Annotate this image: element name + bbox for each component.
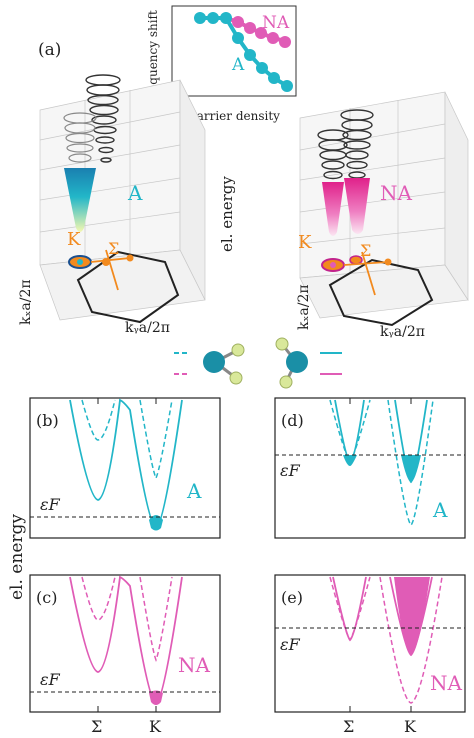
left-k-label: K: [67, 229, 81, 250]
xtick-k-right: K: [404, 717, 417, 736]
inset-na-point: [279, 36, 291, 48]
molecule-center-atom-2: [286, 351, 308, 373]
inset-a-point: [281, 80, 293, 92]
inset-a-point: [256, 62, 268, 74]
molecule-legend: [174, 337, 342, 389]
inset-ylabel: frequency shift: [146, 10, 160, 102]
panel-e-fermi: εF: [280, 635, 301, 654]
molecule-center-atom: [203, 351, 225, 373]
panel-d-fermi: εF: [280, 461, 301, 480]
hexagon-right: [328, 258, 434, 327]
panel-b-fill: [149, 515, 163, 531]
inset-a-label: A: [231, 55, 245, 75]
panel-c-fill: [149, 690, 163, 705]
right-xaxis-label: kₓa/2π: [296, 284, 312, 330]
el-energy-3d-label: el. energy: [218, 176, 236, 252]
inset-a-point: [220, 12, 232, 24]
inset-a-point: [244, 49, 256, 61]
xtick-k-left: K: [149, 717, 162, 736]
xtick-sigma-left: Σ: [91, 717, 102, 736]
inset-a-point: [232, 32, 244, 44]
cone-na-fill-2: [322, 182, 344, 236]
right-k-label: K: [298, 232, 312, 253]
right-na-label: NA: [380, 181, 413, 205]
back-wall-left: [39, 79, 181, 266]
left-yaxis-label: kᵧa/2π: [125, 320, 170, 336]
cone-na-fill: [344, 178, 370, 234]
inset-na-label: NA: [262, 13, 290, 33]
panel-c-label: (c): [36, 588, 57, 607]
box3d-right: [299, 91, 469, 319]
cone-a-fill: [64, 168, 96, 232]
panel-b: (b) εF A: [29, 397, 221, 539]
inset-na-point: [244, 22, 256, 34]
inset-plot: frequency shift carrier density NA A: [146, 5, 297, 123]
inset-na-point: [255, 27, 267, 39]
panel-d-label: (d): [281, 411, 304, 430]
right-k-points: [321, 251, 392, 296]
inset-frame: [171, 5, 297, 97]
panel-c: (c) εF NA: [29, 574, 221, 713]
panel-b-fermi: εF: [40, 495, 61, 514]
dirac-cones-right: [317, 109, 374, 236]
panel-a-label: (a): [38, 40, 61, 60]
xticks: [97, 398, 412, 712]
panel-d-fill-k: [401, 455, 421, 482]
left-a-label: A: [127, 181, 143, 205]
back-wall-right: [444, 91, 469, 302]
panel-c-fermi: εF: [40, 670, 61, 689]
energy-axis-label: el. energy: [7, 514, 27, 600]
inset-na-point: [232, 16, 244, 28]
inset-a-point: [268, 72, 280, 84]
inset-a-point: [194, 12, 206, 24]
dirac-cones-left: [63, 74, 121, 232]
panel-e-label: (e): [281, 588, 303, 607]
inset-a-point: [207, 12, 219, 24]
panel-e: (e) εF NA: [274, 574, 466, 713]
back-wall-left: [299, 91, 446, 279]
left-xaxis-label: kₓa/2π: [18, 279, 34, 325]
panel-e-fill: [394, 577, 430, 655]
panel-d-name: A: [432, 498, 448, 522]
right-yaxis-label: kᵧa/2π: [380, 324, 425, 340]
panel-b-name: A: [186, 479, 202, 503]
left-sigma-label: Σ: [108, 239, 119, 258]
inset-na-point: [267, 32, 279, 44]
panel-b-label: (b): [36, 411, 59, 430]
inset-xlabel: carrier density: [190, 109, 280, 123]
inset-series-a: [194, 12, 293, 92]
right-sigma-label: Σ: [360, 241, 371, 260]
left-k-points: [68, 249, 134, 291]
panel-c-name: NA: [178, 653, 211, 677]
xtick-sigma-right: Σ: [343, 717, 354, 736]
hexagon-left: [76, 250, 180, 324]
panel-d-fill-sigma: [343, 455, 357, 466]
panel-d: (d) εF A: [274, 397, 466, 539]
panel-e-name: NA: [430, 671, 463, 695]
